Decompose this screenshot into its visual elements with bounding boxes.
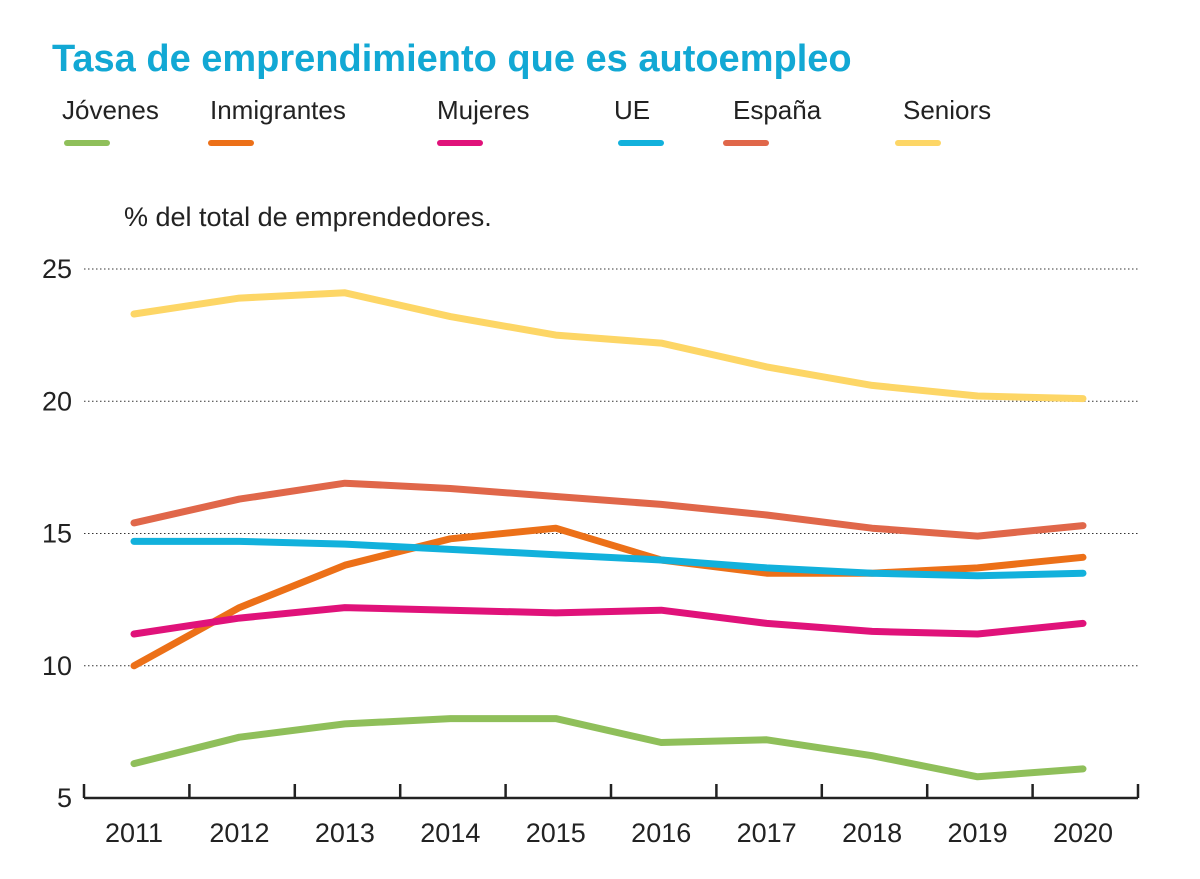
series-line-espana (130, 479, 1087, 540)
x-tick-label: 2013 (315, 818, 375, 848)
y-axis-ticks: 25 20 15 10 5 (42, 254, 72, 813)
y-tick-label: 20 (42, 386, 72, 416)
series-line-ue (130, 537, 1087, 580)
series-line-mujeres (130, 604, 1087, 638)
legend-label-jovenes: Jóvenes (62, 95, 159, 125)
x-tick-label: 2017 (737, 818, 797, 848)
legend-label-inmigrantes: Inmigrantes (210, 95, 346, 125)
y-tick-label: 15 (42, 519, 72, 549)
x-tick-label: 2016 (631, 818, 691, 848)
x-tick-label: 2011 (105, 818, 163, 848)
x-tick-label: 2014 (420, 818, 480, 848)
chart-title: Tasa de emprendimiento que es autoempleo (52, 38, 852, 80)
x-tick-label: 2020 (1053, 818, 1113, 848)
legend-label-espana: España (733, 95, 822, 125)
y-tick-label: 10 (42, 651, 72, 681)
y-tick-label: 5 (57, 783, 72, 813)
x-tick-label: 2018 (842, 818, 902, 848)
y-axis-label: % del total de emprendedores. (124, 202, 492, 232)
legend-label-ue: UE (614, 95, 650, 125)
x-tick-label: 2012 (209, 818, 269, 848)
x-axis: 2011 2012 2013 2014 2015 2016 2017 2018 2019 2020 (82, 784, 1140, 848)
series-line-inmigrantes (130, 524, 1087, 670)
legend-label-mujeres: Mujeres (437, 95, 529, 125)
y-tick-label: 25 (42, 254, 72, 284)
x-tick-label: 2019 (948, 818, 1008, 848)
legend: Jóvenes Inmigrantes Mujeres UE España Seniors (62, 95, 991, 146)
series-lines (130, 289, 1087, 781)
series-line-seniors (130, 289, 1087, 403)
legend-label-seniors: Seniors (903, 95, 991, 125)
series-line-jovenes (130, 715, 1087, 781)
x-tick-label: 2015 (526, 818, 586, 848)
